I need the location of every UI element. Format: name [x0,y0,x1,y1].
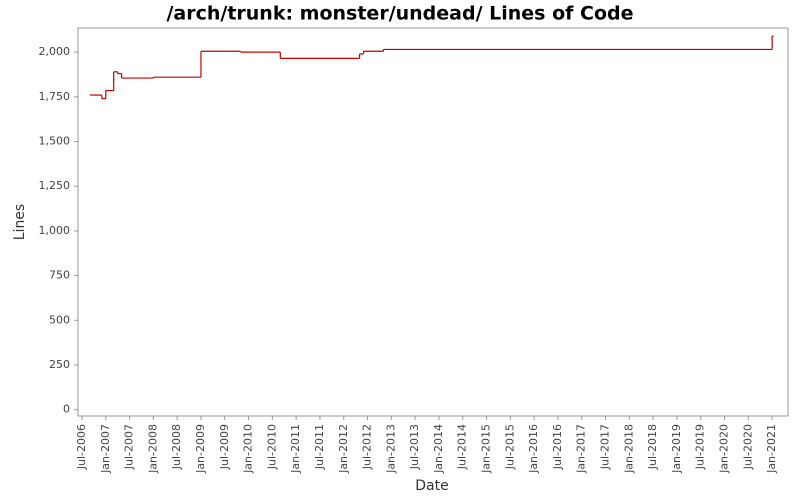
x-tick-label: Jul-2012 [361,424,374,470]
x-tick-label: Jan-2021 [765,424,778,474]
y-tick-label: 0 [63,403,70,416]
x-tick-label: Jul-2007 [123,424,136,470]
x-tick-label: Jul-2020 [741,424,754,470]
y-tick-label: 1,250 [39,179,71,192]
x-tick-label: Jul-2016 [551,424,564,470]
x-tick-label: Jul-2013 [408,424,421,470]
x-axis-title: Date [415,478,448,494]
y-tick-label: 250 [49,358,70,371]
x-tick-label: Jan-2015 [480,424,493,474]
y-tick-label: 1,500 [39,135,71,148]
x-tick-label: Jan-2009 [194,424,207,474]
y-axis-title: Lines [12,204,28,240]
plot-area [77,27,789,417]
x-tick-label: Jul-2009 [218,424,231,470]
y-tick-label: 1,000 [39,224,71,237]
x-tick-label: Jan-2014 [432,424,445,474]
x-tick-label: Jul-2019 [694,424,707,470]
y-tick-label: 1,750 [39,90,71,103]
x-tick-label: Jan-2008 [146,424,159,474]
x-tick-label: Jul-2018 [646,424,659,470]
x-tick-label: Jul-2015 [503,424,516,470]
x-tick-label: Jan-2017 [575,424,588,474]
x-tick-label: Jan-2012 [337,424,350,474]
x-tick-label: Jul-2011 [313,424,326,470]
x-tick-label: Jul-2017 [599,424,612,470]
x-tick-label: Jan-2011 [289,424,302,474]
x-tick-label: Jan-2010 [242,424,255,474]
x-tick-label: Jan-2020 [718,424,731,474]
y-tick-label: 2,000 [39,45,71,58]
x-tick-label: Jan-2019 [670,424,683,474]
x-tick-label: Jan-2007 [99,424,112,474]
x-tick-label: Jan-2013 [384,424,397,474]
x-tick-label: Jan-2018 [622,424,635,474]
x-tick-label: Jul-2008 [170,424,183,470]
x-tick-label: Jul-2010 [265,424,278,470]
x-tick-label: Jul-2014 [456,424,469,470]
x-tick-label: Jul-2006 [75,424,88,470]
y-tick-label: 500 [49,313,70,326]
chart-title: /arch/trunk: monster/undead/ Lines of Co… [166,3,633,25]
y-tick-label: 750 [49,269,70,282]
x-tick-label: Jan-2016 [527,424,540,474]
